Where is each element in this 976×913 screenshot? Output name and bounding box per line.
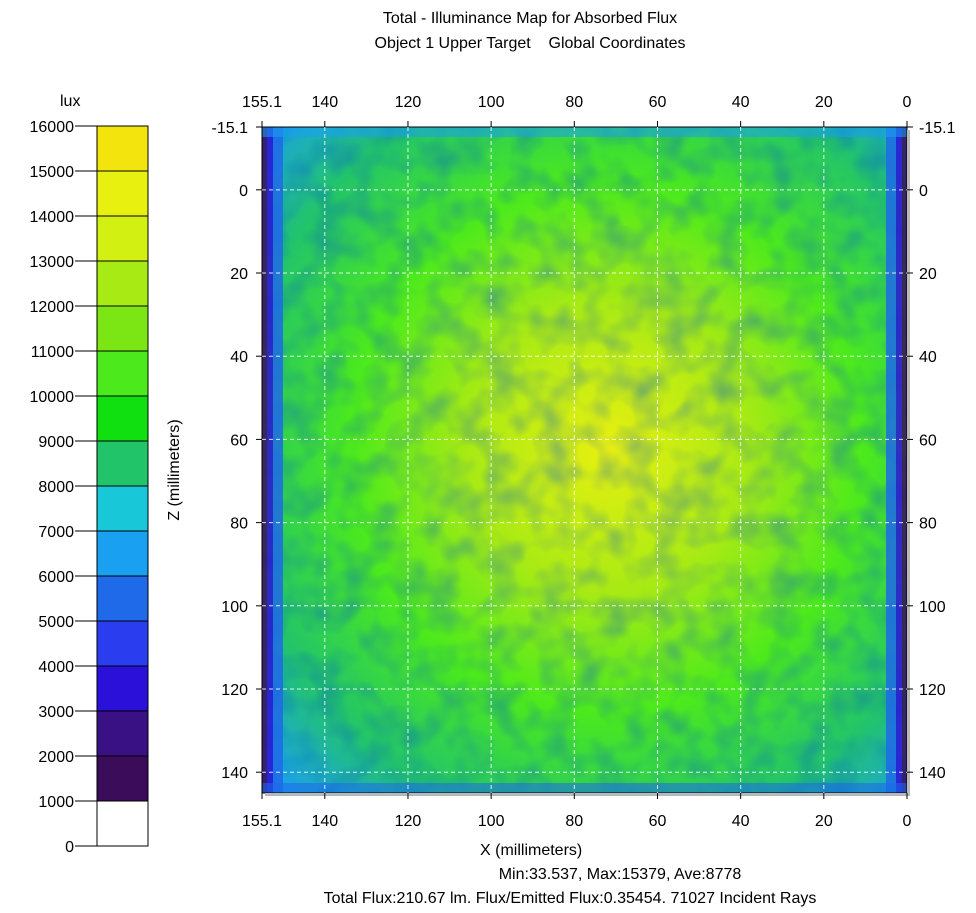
z-tick-label-left--15.1: -15.1 bbox=[212, 120, 249, 137]
z-tick-label-left-140: 140 bbox=[221, 765, 248, 782]
heatmap-plot bbox=[262, 127, 907, 793]
colorbar-tick-label-6000: 6000 bbox=[38, 569, 74, 586]
colorbar-segment-5000 bbox=[96, 575, 149, 622]
x-tick-label-bottom-20: 20 bbox=[815, 813, 833, 830]
heatmap-edge-band-4 bbox=[896, 127, 902, 793]
colorbar-tick-label-2000: 2000 bbox=[38, 749, 74, 766]
colorbar: 0 1000 2000 3000 4000 5000 6000 7000 8000 9000 100… bbox=[30, 119, 149, 856]
colorbar-tick-label-1000: 1000 bbox=[38, 794, 74, 811]
colorbar-segment-15000 bbox=[96, 125, 149, 172]
x-tick-label-top-80: 80 bbox=[565, 94, 583, 111]
z-tick-label-right-20: 20 bbox=[919, 266, 937, 283]
heatmap-top-band bbox=[262, 127, 907, 137]
z-tick-label-right-80: 80 bbox=[919, 516, 937, 533]
stats-total-flux: Total Flux:210.67 lm. Flux/Emitted Flux:… bbox=[323, 890, 817, 907]
colorbar-segment-14000 bbox=[96, 170, 149, 217]
x-tick-label-top-140: 140 bbox=[311, 94, 338, 111]
colorbar-segment-10000 bbox=[96, 350, 149, 397]
colorbar-tick-label-13000: 13000 bbox=[30, 254, 75, 271]
z-tick-label-left-60: 60 bbox=[230, 432, 248, 449]
heatmap-axes: 155.1 155.1 140 140 120 120 100 100 80 80 60 60 40 40… bbox=[212, 94, 956, 830]
colorbar-tick-label-12000: 12000 bbox=[30, 299, 75, 316]
colorbar-segment-11000 bbox=[96, 305, 149, 352]
z-tick-label-left-0: 0 bbox=[239, 183, 248, 200]
chart-title: Total - Illuminance Map for Absorbed Flu… bbox=[382, 10, 678, 27]
heatmap-edge-band-3 bbox=[902, 127, 907, 793]
colorbar-tick-label-14000: 14000 bbox=[30, 209, 75, 226]
colorbar-tick-label-7000: 7000 bbox=[38, 524, 74, 541]
colorbar-tick-label-8000: 8000 bbox=[38, 479, 74, 496]
x-tick-label-top-60: 60 bbox=[649, 94, 667, 111]
x-tick-label-bottom-155.1: 155.1 bbox=[242, 813, 282, 830]
colorbar-tick-label-4000: 4000 bbox=[38, 659, 74, 676]
colorbar-segment-13000 bbox=[96, 215, 149, 262]
z-tick-label-left-120: 120 bbox=[221, 682, 248, 699]
heatmap-texture bbox=[262, 127, 907, 793]
z-tick-label-left-20: 20 bbox=[230, 266, 248, 283]
heatmap-bottom-band bbox=[262, 783, 907, 793]
colorbar-tick-label-16000: 16000 bbox=[30, 119, 75, 136]
stats-min-max-ave: Min:33.537, Max:15379, Ave:8778 bbox=[498, 866, 742, 883]
x-tick-label-top-20: 20 bbox=[815, 94, 833, 111]
x-tick-label-bottom-120: 120 bbox=[395, 813, 422, 830]
x-axis-label: X (millimeters) bbox=[480, 842, 583, 859]
heatmap-edge-band-0 bbox=[262, 127, 267, 793]
colorbar-tick-label-15000: 15000 bbox=[30, 164, 75, 181]
z-tick-label-right-120: 120 bbox=[919, 682, 946, 699]
plot-frame-shadow-bottom bbox=[265, 793, 910, 796]
z-tick-label-right-0: 0 bbox=[919, 183, 928, 200]
colorbar-segment-12000 bbox=[96, 260, 149, 307]
colorbar-segment-1000 bbox=[96, 755, 149, 802]
z-tick-label-right-60: 60 bbox=[919, 432, 937, 449]
x-tick-label-top-0: 0 bbox=[903, 94, 912, 111]
y-axis-label: Z (millimeters) bbox=[166, 419, 183, 521]
heatmap-edge-band-5 bbox=[886, 127, 896, 793]
colorbar-segment-6000 bbox=[96, 530, 149, 577]
colorbar-tick-label-5000: 5000 bbox=[38, 614, 74, 631]
colorbar-segment-3000 bbox=[96, 665, 149, 712]
x-tick-label-top-40: 40 bbox=[732, 94, 750, 111]
z-tick-label-right--15.1: -15.1 bbox=[919, 120, 956, 137]
colorbar-segment-2000 bbox=[96, 710, 149, 757]
z-tick-label-right-100: 100 bbox=[919, 599, 946, 616]
colorbar-segment-4000 bbox=[96, 620, 149, 667]
colorbar-tick-label-10000: 10000 bbox=[30, 389, 75, 406]
x-tick-label-bottom-80: 80 bbox=[565, 813, 583, 830]
x-tick-label-bottom-140: 140 bbox=[311, 813, 338, 830]
z-tick-label-left-100: 100 bbox=[221, 599, 248, 616]
plot-frame-shadow-right bbox=[907, 130, 910, 796]
z-tick-label-right-140: 140 bbox=[919, 765, 946, 782]
heatmap-edge-band-1 bbox=[267, 127, 273, 793]
colorbar-segment-9000 bbox=[96, 395, 149, 442]
heatmap-edge-band-2 bbox=[273, 127, 283, 793]
x-tick-label-top-155.1: 155.1 bbox=[242, 94, 282, 111]
x-tick-label-top-100: 100 bbox=[478, 94, 505, 111]
colorbar-segment-7000 bbox=[96, 485, 149, 532]
colorbar-tick-label-11000: 11000 bbox=[31, 344, 74, 361]
x-tick-label-bottom-0: 0 bbox=[903, 813, 912, 830]
heatmap-field bbox=[262, 127, 907, 793]
x-tick-label-bottom-100: 100 bbox=[478, 813, 505, 830]
colorbar-segment-8000 bbox=[96, 440, 149, 487]
z-tick-label-left-80: 80 bbox=[230, 516, 248, 533]
colorbar-tick-label-3000: 3000 bbox=[38, 704, 74, 721]
x-tick-label-bottom-40: 40 bbox=[732, 813, 750, 830]
z-tick-label-right-40: 40 bbox=[919, 349, 937, 366]
x-tick-label-top-120: 120 bbox=[395, 94, 422, 111]
x-tick-label-bottom-60: 60 bbox=[649, 813, 667, 830]
colorbar-segment-0 bbox=[96, 800, 149, 847]
chart-subtitle: Object 1 Upper Target Global Coordinates bbox=[374, 35, 686, 52]
colorbar-tick-label-9000: 9000 bbox=[38, 434, 74, 451]
z-tick-label-left-40: 40 bbox=[230, 349, 248, 366]
colorbar-tick-label-0: 0 bbox=[65, 839, 74, 856]
colorbar-unit: lux bbox=[60, 93, 81, 110]
